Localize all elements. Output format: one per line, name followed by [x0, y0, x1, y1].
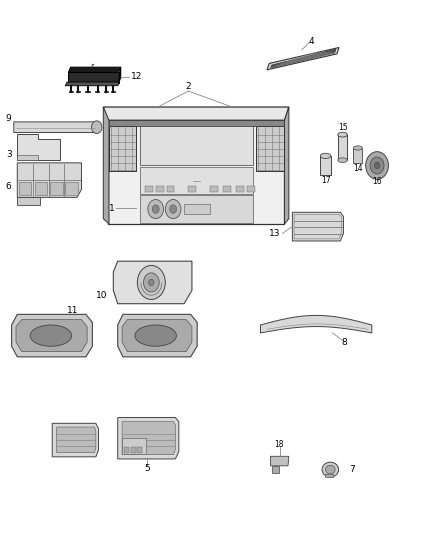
Bar	[65, 182, 78, 195]
Polygon shape	[17, 163, 81, 197]
Bar	[155, 186, 163, 191]
Circle shape	[370, 157, 384, 174]
Circle shape	[170, 205, 177, 213]
Text: 11: 11	[67, 305, 78, 314]
Text: 2: 2	[186, 82, 191, 91]
Polygon shape	[140, 166, 253, 194]
Circle shape	[92, 121, 102, 134]
Ellipse shape	[30, 325, 72, 346]
Text: 5: 5	[144, 464, 150, 473]
Bar	[237, 186, 244, 191]
Polygon shape	[271, 456, 289, 466]
Bar	[35, 182, 47, 195]
Polygon shape	[113, 261, 192, 304]
Text: 12: 12	[131, 72, 142, 81]
Ellipse shape	[338, 158, 347, 163]
Bar	[145, 186, 152, 191]
Polygon shape	[57, 427, 96, 453]
Polygon shape	[17, 197, 40, 205]
Circle shape	[149, 279, 154, 286]
Text: 16: 16	[372, 177, 382, 186]
Bar	[188, 186, 196, 191]
Ellipse shape	[135, 325, 177, 346]
Bar	[223, 186, 231, 191]
Polygon shape	[68, 67, 121, 72]
Circle shape	[152, 205, 159, 213]
Polygon shape	[109, 126, 136, 171]
Polygon shape	[17, 155, 38, 160]
Ellipse shape	[338, 132, 347, 137]
Text: 7: 7	[349, 465, 355, 474]
Text: 8: 8	[342, 338, 348, 347]
Polygon shape	[16, 320, 87, 352]
Circle shape	[148, 199, 163, 219]
Polygon shape	[140, 124, 253, 165]
Text: 3: 3	[6, 150, 12, 159]
Ellipse shape	[353, 146, 362, 150]
Polygon shape	[292, 212, 343, 241]
Text: 4: 4	[309, 37, 314, 46]
Polygon shape	[68, 72, 119, 83]
Text: 18: 18	[275, 440, 284, 449]
Polygon shape	[118, 417, 179, 459]
Text: 14: 14	[353, 164, 363, 173]
Circle shape	[138, 265, 165, 300]
Polygon shape	[184, 204, 210, 214]
Polygon shape	[118, 314, 197, 357]
Polygon shape	[140, 195, 253, 223]
Bar	[353, 148, 362, 163]
Polygon shape	[122, 422, 175, 455]
Text: 15: 15	[338, 123, 347, 132]
Text: 9: 9	[6, 114, 12, 123]
Bar	[210, 186, 218, 191]
Text: 6: 6	[6, 182, 12, 191]
Circle shape	[374, 163, 380, 168]
Circle shape	[165, 199, 181, 219]
Polygon shape	[14, 122, 97, 133]
Polygon shape	[103, 107, 289, 120]
Circle shape	[144, 273, 159, 292]
Bar	[166, 186, 174, 191]
Bar	[19, 182, 31, 195]
Bar	[338, 135, 347, 160]
Text: 13: 13	[268, 229, 280, 238]
Polygon shape	[122, 320, 192, 352]
Ellipse shape	[320, 154, 331, 159]
Bar	[247, 186, 255, 191]
Polygon shape	[108, 120, 285, 224]
Text: 17: 17	[321, 176, 330, 185]
Polygon shape	[261, 316, 372, 333]
Polygon shape	[256, 126, 284, 171]
Bar	[124, 447, 130, 453]
Text: 10: 10	[96, 291, 108, 300]
Polygon shape	[119, 67, 121, 83]
Polygon shape	[271, 49, 336, 68]
Polygon shape	[17, 134, 60, 160]
Ellipse shape	[322, 462, 339, 477]
Bar	[137, 447, 142, 453]
Polygon shape	[65, 82, 120, 86]
Bar	[320, 156, 331, 175]
Circle shape	[366, 152, 389, 179]
Polygon shape	[52, 423, 99, 457]
Bar	[131, 447, 136, 453]
Polygon shape	[325, 474, 332, 477]
Bar	[50, 182, 63, 195]
Text: 1: 1	[109, 204, 114, 213]
Bar	[122, 438, 146, 454]
Polygon shape	[272, 466, 279, 473]
Polygon shape	[267, 47, 339, 70]
Polygon shape	[103, 107, 109, 224]
Ellipse shape	[325, 465, 335, 474]
Polygon shape	[109, 120, 284, 126]
Polygon shape	[285, 107, 289, 224]
Polygon shape	[12, 314, 92, 357]
